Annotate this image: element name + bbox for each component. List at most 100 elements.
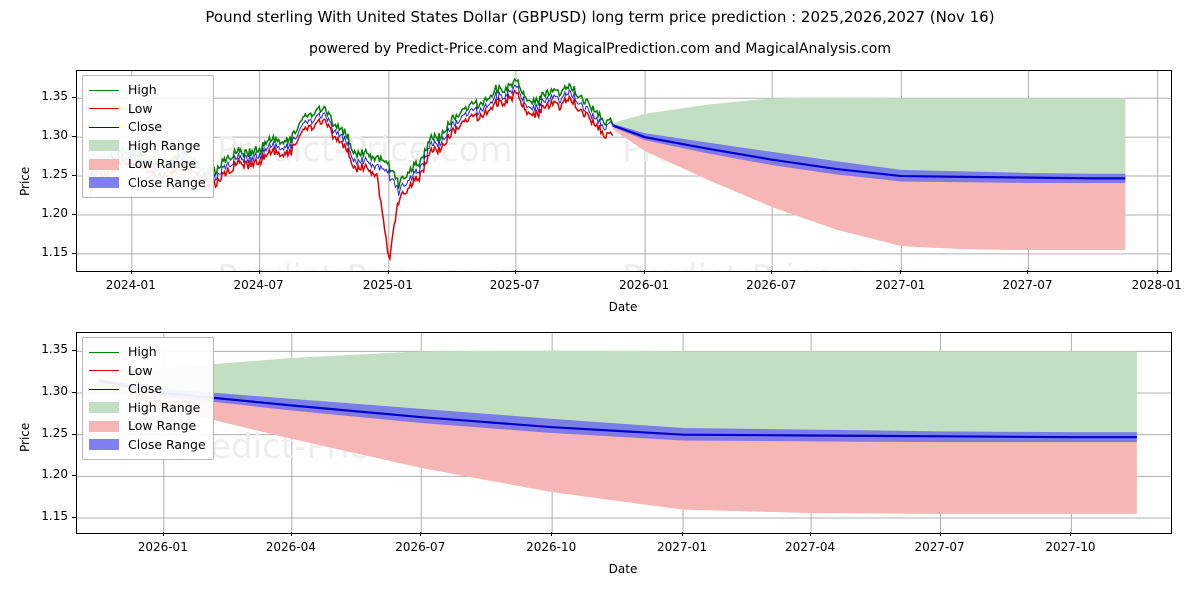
- x-tick-mark: [551, 532, 553, 536]
- legend-line-swatch: [89, 108, 119, 110]
- legend-item-label: Close Range: [128, 436, 206, 452]
- x-tick-mark: [420, 532, 422, 536]
- y-tick-mark: [72, 136, 76, 138]
- legend-line-swatch: [89, 388, 119, 390]
- y-tick-mark: [72, 175, 76, 177]
- legend-item-close-range[interactable]: Close Range: [89, 174, 206, 193]
- legend-line-swatch: [89, 89, 119, 91]
- x-tick-mark: [771, 270, 773, 274]
- legend-item-label: Close: [128, 381, 163, 396]
- x-tick-label: 2025-07: [489, 278, 540, 292]
- x-tick-label: 2027-01: [875, 278, 926, 292]
- x-tick-mark: [514, 270, 516, 274]
- x-tick-mark: [644, 270, 646, 274]
- legend-item-label: High Range: [128, 137, 201, 153]
- x-tick-label: 2027-01: [656, 540, 708, 554]
- x-tick-mark: [682, 532, 684, 536]
- bottom-panel-plot-area: Predict-Price.comPredict-Price.com: [76, 332, 1172, 534]
- x-tick-label: 2026-07: [395, 540, 446, 554]
- x-tick-mark: [939, 532, 941, 536]
- y-tick-mark: [72, 97, 76, 99]
- y-tick-label: 1.30: [41, 128, 68, 143]
- x-tick-label: 2026-04: [265, 540, 316, 554]
- legend-item-low-range[interactable]: Low Range: [89, 155, 206, 174]
- x-tick-mark: [1027, 270, 1029, 274]
- page-title: Pound sterling With United States Dollar…: [205, 8, 995, 26]
- x-tick-label: 2024-07: [233, 278, 284, 292]
- x-tick-mark: [290, 532, 292, 536]
- page-subtitle: powered by Predict-Price.com and Magical…: [309, 41, 891, 57]
- x-tick-label: 2024-01: [105, 278, 156, 292]
- legend-item-label: Close: [128, 119, 163, 134]
- x-tick-mark: [900, 270, 902, 274]
- x-tick-mark: [1070, 532, 1072, 536]
- legend-item-label: Low: [128, 362, 153, 378]
- legend-item-label: High Range: [128, 399, 201, 415]
- y-tick-label: 1.20: [41, 205, 68, 220]
- bottom-panel: Price Predict-Price.comPredict-Price.com…: [0, 320, 1200, 600]
- x-tick-mark: [162, 532, 164, 536]
- y-tick-label: 1.30: [41, 384, 68, 398]
- legend-band-swatch: [89, 439, 119, 451]
- y-tick-mark: [72, 252, 76, 254]
- legend-item-low[interactable]: Low: [89, 100, 206, 119]
- y-tick-label: 1.35: [41, 342, 68, 357]
- y-tick-label: 1.25: [41, 167, 68, 182]
- x-tick-label: 2027-07: [914, 540, 965, 554]
- legend-item-close-range[interactable]: Close Range: [89, 436, 206, 455]
- top-panel: Price Predict-Price.comPredict-Price.com…: [18, 70, 1182, 314]
- top-plot-svg: Predict-Price.comPredict-Price.comPredic…: [77, 71, 1171, 271]
- x-tick-label: 2027-10: [1045, 540, 1096, 554]
- y-tick-mark: [72, 433, 76, 435]
- x-tick-mark: [258, 270, 260, 274]
- x-tick-label: 2026-07: [746, 278, 797, 292]
- x-tick-label: 2025-01: [362, 278, 413, 292]
- high-range-band: [98, 350, 1137, 438]
- y-tick-mark: [72, 350, 76, 352]
- y-tick-mark: [72, 517, 76, 518]
- y-tick-mark: [72, 213, 76, 215]
- x-tick-label: 2027-07: [1002, 278, 1053, 292]
- x-tick-mark: [1156, 270, 1158, 274]
- close-forecast-line: [612, 124, 1126, 180]
- legend-band-swatch: [89, 402, 119, 414]
- y-tick-label: 1.20: [41, 467, 68, 482]
- x-tick-label: 2028-01: [1131, 278, 1182, 292]
- svg-text:Predict-Price.com: Predict-Price.com: [217, 258, 513, 271]
- top-plot-legend[interactable]: High Low Close High Range Low Range Close Ran…: [82, 75, 214, 198]
- x-tick-label: 2026-01: [137, 540, 188, 554]
- legend-item-high[interactable]: High: [89, 343, 206, 362]
- legend-line-swatch: [89, 351, 119, 353]
- legend-band-swatch: [89, 177, 119, 189]
- legend-item-label: High: [128, 82, 157, 97]
- x-tick-label: 2026-01: [618, 278, 670, 292]
- y-tick-mark: [72, 475, 76, 477]
- bottom-plot-svg: Predict-Price.comPredict-Price.com: [77, 333, 1171, 533]
- legend-band-swatch: [89, 420, 119, 432]
- svg-text:Predict-Price.com: Predict-Price.com: [622, 258, 918, 271]
- legend-item-close[interactable]: Close: [89, 118, 206, 137]
- legend-item-label: Low Range: [128, 156, 197, 171]
- bottom-plot-legend[interactable]: High Low Close High Range Low Range Close Ran…: [82, 337, 214, 460]
- legend-item-low[interactable]: Low: [89, 362, 206, 381]
- bottom-panel-x-axis-label: Date: [608, 562, 638, 576]
- legend-item-high-range[interactable]: High Range: [89, 399, 206, 418]
- legend-item-low-range[interactable]: Low Range: [89, 417, 206, 436]
- y-tick-label: 1.15: [41, 244, 68, 259]
- top-panel-plot-area: Predict-Price.comPredict-Price.comPredic…: [76, 70, 1172, 272]
- y-tick-label: 1.25: [41, 425, 68, 440]
- close-forecast-line: [98, 379, 1137, 439]
- legend-item-label: Low: [128, 100, 153, 116]
- legend-line-swatch: [89, 370, 119, 372]
- legend-item-label: Close Range: [128, 174, 206, 190]
- y-tick-mark: [72, 392, 76, 393]
- legend-item-label: High: [128, 344, 157, 359]
- legend-item-label: Low Range: [128, 418, 197, 433]
- y-tick-label: 1.35: [41, 89, 68, 104]
- legend-item-close[interactable]: Close: [89, 380, 206, 399]
- legend-line-swatch: [89, 126, 119, 128]
- legend-item-high[interactable]: High: [89, 81, 206, 100]
- legend-band-swatch: [89, 140, 119, 152]
- legend-item-high-range[interactable]: High Range: [89, 137, 206, 156]
